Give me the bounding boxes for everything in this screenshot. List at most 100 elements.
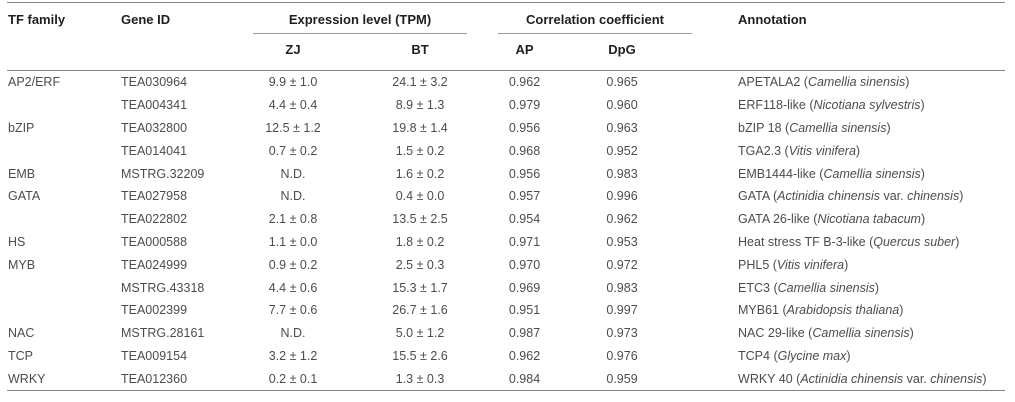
col-header-tf-family: TF family (7, 2, 119, 71)
table-row: TEA004341 4.4 ± 0.4 8.9 ± 1.3 0.979 0.96… (7, 94, 1005, 117)
annotation-text: ) (909, 326, 914, 341)
species-name: Camellia sinensis (777, 280, 875, 295)
expression-group-label: Expression level (TPM) (288, 12, 432, 27)
annotation-text: ) (920, 98, 925, 113)
dpg-correlation-cell: 0.983 (606, 166, 638, 181)
tf-family-cell: EMB (8, 166, 36, 181)
annotation-text: ) (920, 212, 926, 227)
zj-expression-cell: 2.1 ± 0.8 (268, 212, 318, 227)
annotation-cell: NAC 29-like (Camellia sinensis) (692, 322, 1005, 345)
ap-correlation-cell: 0.962 (508, 75, 541, 90)
dpg-correlation-cell: 0.963 (606, 120, 638, 135)
species-name: Nicotiana sylvestris (813, 98, 921, 113)
species-name: Glycine max (777, 348, 847, 363)
ap-correlation-cell: 0.971 (508, 234, 541, 249)
annotation-text: WRKY 40 ( (738, 371, 801, 386)
table-row: GATA TEA027958 N.D. 0.4 ± 0.0 0.957 0.99… (7, 185, 1005, 208)
annotation-text: EMB1444-like ( (738, 166, 824, 181)
gene-id-cell: TEA002399 (121, 303, 188, 318)
species-name: Actinidia chinensis (777, 189, 880, 204)
annotation-cell: EMB1444-like (Camellia sinensis) (692, 162, 1005, 185)
bt-expression-cell: 1.8 ± 0.2 (395, 234, 445, 249)
annotation-text: NAC 29-like ( (738, 326, 813, 341)
annotation-cell: APETALA2 (Camellia sinensis) (692, 71, 1005, 94)
dpg-correlation-cell: 0.983 (606, 280, 638, 295)
gene-id-cell: TEA012360 (121, 371, 188, 386)
table-row: TEA002399 7.7 ± 0.6 26.7 ± 1.6 0.951 0.9… (7, 299, 1005, 322)
ap-correlation-cell: 0.969 (508, 280, 541, 295)
gene-id-cell: TEA022802 (121, 212, 188, 227)
species-name: Actinidia chinensis (800, 371, 904, 386)
col-header-ap: AP (497, 34, 553, 71)
tf-family-cell: NAC (8, 326, 35, 341)
annotation-cell: MYB61 (Arabidopsis thaliana) (692, 299, 1005, 322)
tf-family-cell: HS (8, 234, 26, 249)
table-row: EMB MSTRG.32209 N.D. 1.6 ± 0.2 0.956 0.9… (7, 162, 1005, 185)
gene-id-cell: MSTRG.28161 (121, 326, 205, 341)
bt-expression-cell: 15.5 ± 2.6 (392, 348, 448, 363)
bt-expression-cell: 8.9 ± 1.3 (395, 98, 445, 113)
annotation-text: var. (903, 371, 931, 386)
zj-expression-cell: 7.7 ± 0.6 (268, 303, 318, 318)
header-row-subcolumns: ZJ BT AP DpG (7, 34, 1005, 71)
species-name: Camellia sinensis (812, 326, 910, 341)
ap-correlation-cell: 0.984 (508, 371, 541, 386)
table-row: TEA022802 2.1 ± 0.8 13.5 ± 2.5 0.954 0.9… (7, 208, 1005, 231)
annotation-text: ) (982, 371, 987, 386)
zj-expression-cell: 0.7 ± 0.2 (268, 143, 318, 158)
annotation-cell: WRKY 40 (Actinidia chinensis var. chinen… (692, 367, 1005, 390)
species-name: Camellia sinensis (807, 75, 906, 90)
annotation-text: GATA ( (738, 189, 778, 204)
table-row: MSTRG.43318 4.4 ± 0.6 15.3 ± 1.7 0.969 0… (7, 276, 1005, 299)
annotation-cell: TGA2.3 (Vitis vinifera) (692, 139, 1005, 162)
group-header-correlation: Correlation coefficient (497, 3, 693, 34)
tf-family-cell: AP2/ERF (8, 75, 61, 90)
table-row: TEA014041 0.7 ± 0.2 1.5 ± 0.2 0.968 0.95… (7, 139, 1005, 162)
species-name: Arabidopsis thaliana (786, 303, 900, 318)
col-header-dpg: DpG (552, 34, 693, 71)
col-header-zj: ZJ (243, 34, 343, 71)
tf-family-cell: GATA (8, 189, 41, 204)
zj-expression-cell: 12.5 ± 1.2 (265, 120, 321, 135)
bt-expression-cell: 15.3 ± 1.7 (392, 280, 448, 295)
gene-id-cell: TEA030964 (121, 75, 188, 90)
ap-correlation-cell: 0.970 (508, 257, 541, 272)
bt-expression-cell: 19.8 ± 1.4 (392, 120, 448, 135)
group-header-expression: Expression level (TPM) (243, 3, 497, 34)
annotation-cell: PHL5 (Vitis vinifera) (692, 253, 1005, 276)
dpg-correlation-cell: 0.959 (606, 371, 638, 386)
annotation-text: ) (844, 257, 849, 272)
gene-id-cell: TEA014041 (121, 143, 188, 158)
species-name: Vitis vinifera (776, 257, 845, 272)
table-body: AP2/ERF TEA030964 9.9 ± 1.0 24.1 ± 3.2 0… (7, 71, 1005, 391)
table-row: bZIP TEA032800 12.5 ± 1.2 19.8 ± 1.4 0.9… (7, 117, 1005, 140)
ap-correlation-cell: 0.962 (508, 348, 541, 363)
tf-family-cell (7, 94, 119, 117)
species-name: Vitis vinifera (788, 143, 856, 158)
bt-expression-cell: 26.7 ± 1.6 (392, 303, 448, 318)
annotation-text: ) (899, 303, 904, 318)
annotation-text: APETALA2 ( (738, 75, 808, 90)
tf-family-cell: MYB (8, 257, 36, 272)
bt-expression-cell: 1.3 ± 0.3 (395, 371, 445, 386)
species-name: chinensis (907, 189, 960, 204)
table-header: TF family Gene ID Expression level (TPM)… (7, 2, 1006, 71)
ap-correlation-cell: 0.957 (508, 189, 541, 204)
ap-correlation-cell: 0.979 (508, 98, 541, 113)
bt-expression-cell: 5.0 ± 1.2 (395, 326, 445, 341)
annotation-text: var. (879, 189, 908, 204)
annotation-cell: Heat stress TF B-3-like (Quercus suber) (692, 231, 1005, 254)
correlation-group-rule: Correlation coefficient (498, 12, 693, 34)
tf-family-cell (7, 299, 119, 322)
tf-family-cell (7, 139, 119, 162)
gene-id-cell: MSTRG.43318 (121, 280, 205, 295)
annotation-cell: ERF118-like (Nicotiana sylvestris) (692, 94, 1005, 117)
annotation-text: TCP4 ( (738, 348, 778, 363)
table-row: MYB TEA024999 0.9 ± 0.2 2.5 ± 0.3 0.970 … (7, 253, 1005, 276)
bt-expression-cell: 1.5 ± 0.2 (395, 143, 445, 158)
annotation-cell: bZIP 18 (Camellia sinensis) (692, 117, 1005, 140)
annotation-cell: GATA (Actinidia chinensis var. chinensis… (692, 185, 1005, 208)
annotation-text: ) (920, 166, 925, 181)
gene-id-cell: TEA024999 (121, 257, 188, 272)
